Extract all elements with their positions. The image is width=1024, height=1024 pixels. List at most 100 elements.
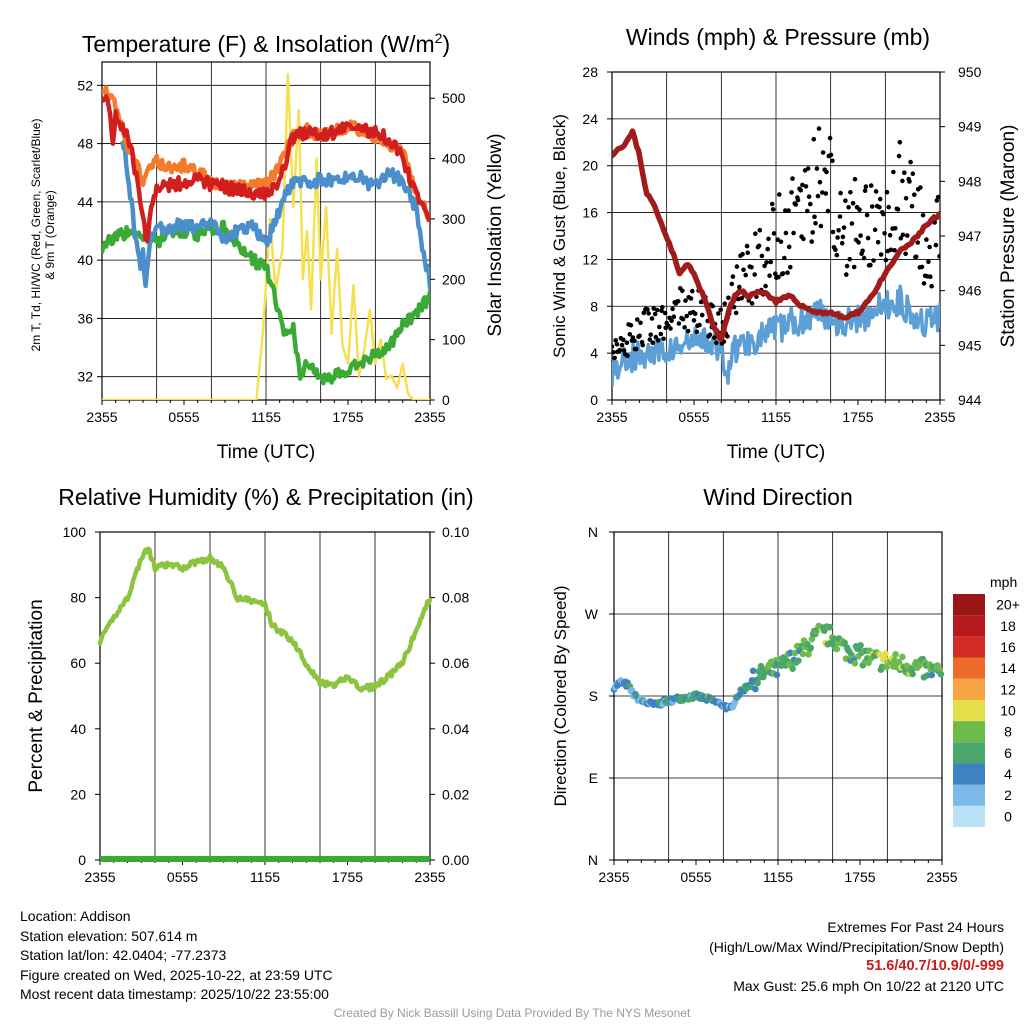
temperature-ytick-label: 32 (77, 369, 93, 385)
colorbar-label: 6 (1004, 745, 1012, 761)
humidity-ytick-label: 80 (70, 590, 86, 606)
winds-gust-point (888, 247, 894, 253)
winds-gust-point (813, 221, 818, 226)
direction-point (799, 650, 807, 658)
winds-gust-point (920, 213, 926, 218)
winds-gust-point (632, 338, 637, 344)
winds-gust-point (907, 179, 912, 184)
winds-gust-point (798, 188, 803, 193)
winds-gust-point (770, 207, 776, 212)
winds-gust-point (662, 310, 668, 316)
winds-gust-point (691, 318, 697, 323)
max-gust: Max Gust: 25.6 mph On 10/22 at 2120 UTC (733, 977, 1004, 994)
temperature-series-wind-chill (120, 140, 430, 291)
winds-gust-point (614, 341, 620, 347)
winds-gust-point (844, 272, 849, 277)
winds-gust-point (625, 353, 630, 359)
colorbar-label: 20+ (996, 597, 1020, 613)
winds-gust-point (929, 283, 934, 289)
station-elevation: Station elevation: 507.614 m (20, 927, 198, 944)
winds-gust-point (820, 150, 826, 155)
winds-ytick-label: 20 (582, 158, 598, 174)
winds-xlabel: Time (UTC) (727, 442, 826, 463)
winds-gust-point (646, 311, 651, 316)
winds-gust-point (718, 307, 723, 313)
winds-gust-point (808, 201, 813, 207)
winds-gust-point (820, 190, 825, 195)
winds-gust-point (863, 184, 869, 189)
colorbar-title: mph (990, 574, 1017, 590)
direction-point (909, 670, 916, 678)
winds-gust-point (680, 288, 685, 294)
direction-point (757, 662, 765, 670)
temperature-y2tick-label: 300 (442, 211, 466, 227)
winds-gust-point (817, 179, 823, 185)
winds-gust-point (852, 176, 858, 182)
winds-gust-point (862, 188, 868, 193)
winds-gust-point (900, 178, 905, 184)
winds-gust-point (714, 340, 719, 346)
direction-point (807, 644, 815, 652)
winds-y2tick-label: 950 (958, 64, 982, 80)
winds-gust-point (669, 318, 674, 324)
winds-gust-point (783, 208, 788, 213)
winds-gust-point (635, 317, 640, 322)
winds-gust-point (918, 185, 923, 190)
temperature-ylabel-line1: 2m T, Td, HI/WC (Red, Green, Scarlet/Blu… (29, 119, 43, 352)
colorbar-swatch (953, 657, 985, 679)
winds-gust-point (699, 312, 705, 318)
winds-gust-point (824, 169, 829, 175)
winds-gust-point (934, 198, 940, 203)
winds-gust-point (849, 221, 855, 226)
winds-gust-point (896, 153, 902, 159)
temperature-xlabel: Time (UTC) (217, 442, 316, 463)
winds-y2tick-label: 948 (958, 173, 982, 189)
direction-xtick-label: 1155 (763, 869, 793, 885)
humidity-y2tick-label: 0.04 (442, 721, 469, 737)
speed-colorbar: mph 0 2 4 6 8 10 12 14 16 18 20+ (953, 574, 1020, 827)
winds-gust-point (895, 207, 901, 212)
winds-gust-point (764, 260, 769, 265)
winds-gust-point (621, 337, 626, 343)
direction-point (754, 679, 761, 687)
most-recent-timestamp: Most recent data timestamp: 2025/10/22 2… (20, 986, 329, 1002)
temperature-y2label: Solar Insolation (Yellow) (485, 133, 506, 336)
colorbar-label: 18 (1000, 618, 1016, 634)
winds-gust-point (868, 262, 873, 268)
winds-gust-point (654, 307, 660, 313)
humidity-ytick-label: 20 (70, 786, 86, 802)
winds-gust-point (910, 171, 916, 176)
humidity-xtick-label: 2355 (414, 869, 445, 885)
winds-gust-point (613, 338, 618, 343)
winds-gust-point (893, 226, 898, 231)
direction-point (937, 670, 945, 678)
winds-gust-point (800, 182, 805, 188)
direction-point (826, 623, 834, 631)
winds-xtick-label: 2355 (596, 409, 627, 425)
winds-gust-point (612, 344, 615, 349)
winds-gust-point (743, 272, 748, 278)
colorbar-swatch (953, 678, 985, 700)
winds-gust-point (801, 236, 806, 242)
temperature-xtick-label: 2355 (86, 409, 117, 425)
winds-gust-point (912, 192, 917, 197)
winds-ytick-label: 16 (582, 205, 598, 221)
winds-y2tick-label: 947 (958, 228, 982, 244)
winds-gust-point (814, 166, 820, 171)
extremes-values: 51.6/40.7/10.9/0/-999 (866, 958, 1004, 974)
winds-gust-point (887, 232, 893, 238)
winds-gust-point (881, 211, 886, 217)
winds-gust-point (902, 170, 907, 175)
winds-xtick-label: 0555 (678, 409, 709, 425)
winds-ytick-label: 4 (590, 345, 598, 361)
winds-gust-point (811, 136, 817, 142)
direction-point (895, 659, 903, 666)
credit-line: Created By Nick Bassill Using Data Provi… (333, 1006, 691, 1020)
winds-gust-point (722, 301, 727, 307)
winds-gust-point (776, 274, 781, 280)
winds-gust-point (697, 322, 702, 328)
winds-xtick-label: 1755 (842, 409, 873, 425)
direction-panel: 2355 0555 1155 1755 2355 Wind Direction N E S W N D… (551, 484, 958, 885)
winds-gust-point (815, 193, 821, 199)
winds-gust-point (873, 189, 879, 194)
